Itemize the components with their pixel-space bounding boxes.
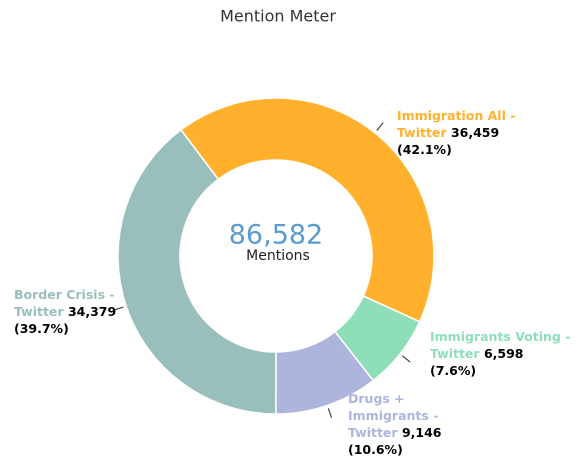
leader-line [327,408,333,418]
slice-percent: (39.7%) [14,321,69,336]
slice-name: Drugs + Immigrants - Twitter [348,391,439,440]
chart-title: Mention Meter [220,7,336,26]
slice-value: 36,459 [450,125,500,140]
leader-line [401,355,411,363]
slice-label: Immigrants Voting - Twitter 6,598 (7.6%) [430,328,588,379]
slice-value: 34,379 [67,304,117,319]
slice-label: Drugs + Immigrants - Twitter 9,146 (10.6%… [348,390,453,458]
donut-slice [117,128,277,415]
donut-slice [179,97,435,323]
slice-percent: (7.6%) [430,363,477,378]
slice-percent: (42.1%) [397,142,452,157]
leader-line [376,122,384,131]
center-value: 86,582 [229,220,323,251]
leader-line [113,306,124,311]
slice-name: Immigrants Voting - Twitter [430,329,571,361]
slice-name: Immigration All - Twitter [397,108,516,140]
center-caption: Mentions [246,248,310,264]
slice-label: Immigration All - Twitter 36,459 (42.1%) [397,107,532,158]
slice-value: 6,598 [483,346,524,361]
slice-percent: (10.6%) [348,442,403,457]
slice-name: Border Crisis - Twitter [14,287,115,319]
slice-value: 9,146 [401,425,442,440]
slice-label: Border Crisis - Twitter 34,379 (39.7%) [14,286,132,337]
